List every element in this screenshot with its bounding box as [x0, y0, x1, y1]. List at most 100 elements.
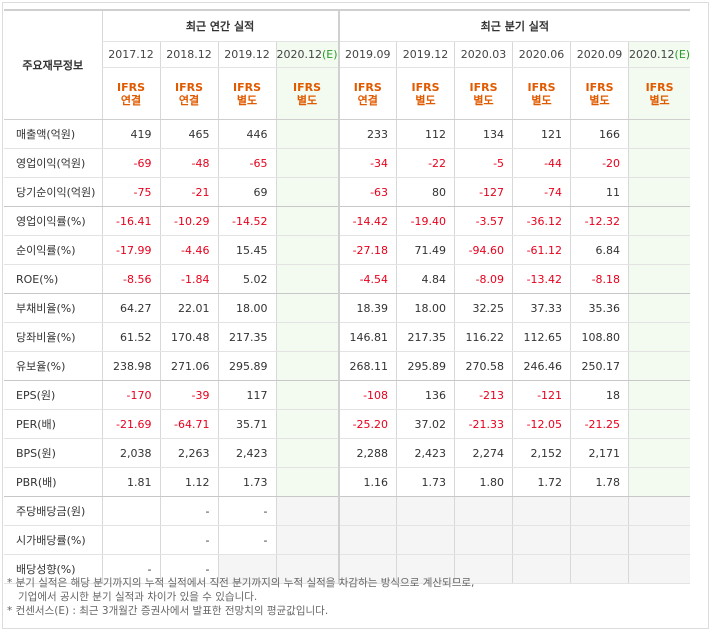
table-cell: -: [159, 554, 218, 584]
table-cell: -16.41: [101, 206, 160, 236]
table-cell: 146.81: [337, 322, 397, 352]
period-account-6: IFRS 별도: [454, 67, 513, 120]
period-account-7: IFRS 별도: [512, 67, 571, 120]
table-cell: [628, 235, 691, 265]
row-label: 유보율(%): [4, 351, 102, 381]
table-cell: 116.22: [454, 322, 513, 352]
table-cell: 170.48: [159, 322, 218, 352]
account-standard: IFRS: [233, 80, 261, 94]
table-cell: -4.46: [159, 235, 218, 265]
row-label: ROE(%): [4, 264, 102, 294]
table-row: 주당배당금(원) - -: [4, 496, 691, 526]
financial-summary-table: 주요재무정보 최근 연간 실적 최근 분기 실적 2017.12 2018.12 2…: [4, 9, 691, 584]
table-cell: [628, 206, 691, 236]
table-cell: 35.36: [570, 293, 629, 323]
table-cell: 18: [570, 380, 629, 410]
table-cell: -108: [337, 380, 397, 410]
period-date-3: 2020.12(E): [275, 41, 339, 68]
row-label: 시가배당률(%): [4, 525, 102, 555]
table-cell: [628, 264, 691, 294]
table-cell: 136: [396, 380, 455, 410]
table-cell: 1.16: [337, 467, 397, 497]
table-row: EPS(원) -170 -39 117 -108 136 -213 -121 18: [4, 380, 691, 410]
row-label: 순이익률(%): [4, 235, 102, 265]
table-cell: 1.72: [512, 467, 571, 497]
table-cell: [275, 409, 339, 439]
table-cell: [101, 525, 160, 555]
table-cell: 108.80: [570, 322, 629, 352]
table-cell: 2,274: [454, 438, 513, 468]
table-cell: [275, 235, 339, 265]
account-standard: IFRS: [293, 80, 322, 94]
period-date-2: 2019.12: [217, 41, 276, 68]
table-cell: -12.32: [570, 206, 629, 236]
account-standard: IFRS: [175, 80, 203, 94]
period-date-text: 2018.12: [166, 48, 212, 61]
table-cell: 61.52: [101, 322, 160, 352]
account-standard: IFRS: [117, 80, 145, 94]
table-cell: 64.27: [101, 293, 160, 323]
period-account-1: IFRS 연결: [159, 67, 218, 120]
table-row: 영업이익(억원) -69 -48 -65 -34 -22 -5 -44 -20: [4, 148, 691, 178]
table-cell: [275, 496, 339, 526]
table-cell: [275, 148, 339, 178]
table-cell: -4.54: [337, 264, 397, 294]
table-cell: -63: [337, 177, 397, 207]
table-cell: 18.00: [396, 293, 455, 323]
table-row: PBR(배) 1.81 1.12 1.73 1.16 1.73 1.80 1.72 1.78: [4, 467, 691, 497]
account-scope: 연결: [178, 93, 200, 107]
table-cell: -39: [159, 380, 218, 410]
table-cell: [396, 525, 455, 555]
table-cell: 217.35: [396, 322, 455, 352]
table-cell: -48: [159, 148, 218, 178]
table-cell: [570, 525, 629, 555]
table-cell: -34: [337, 148, 397, 178]
period-date-4: 2019.09: [337, 41, 397, 68]
table-row: BPS(원) 2,038 2,263 2,423 2,288 2,423 2,274 2,15…: [4, 438, 691, 468]
table-cell: [396, 496, 455, 526]
table-row: 배당성향(%) - -: [4, 554, 691, 584]
table-cell: -27.18: [337, 235, 397, 265]
estimate-marker: (E): [674, 48, 691, 61]
table-cell: [628, 177, 691, 207]
table-cell: 71.49: [396, 235, 455, 265]
period-date-text: 2017.12: [108, 48, 154, 61]
table-cell: 295.89: [217, 351, 276, 381]
table-cell: -213: [454, 380, 513, 410]
table-cell: 419: [101, 119, 160, 149]
table-cell: -64.71: [159, 409, 218, 439]
period-date-text: 2020.12: [276, 48, 322, 61]
table-cell: [275, 177, 339, 207]
table-cell: -10.29: [159, 206, 218, 236]
table-cell: 2,171: [570, 438, 629, 468]
table-cell: [275, 554, 339, 584]
period-date-9: 2020.12(E): [628, 41, 691, 68]
table-cell: [628, 438, 691, 468]
table-cell: -21: [159, 177, 218, 207]
period-date-5: 2019.12: [396, 41, 455, 68]
table-cell: [275, 119, 339, 149]
table-cell: 37.33: [512, 293, 571, 323]
account-scope: 별도: [473, 93, 494, 107]
table-cell: -: [159, 496, 218, 526]
account-scope: 별도: [589, 93, 610, 107]
table-cell: [337, 496, 397, 526]
table-cell: 2,038: [101, 438, 160, 468]
table-cell: [628, 380, 691, 410]
table-cell: [275, 525, 339, 555]
table-cell: 35.71: [217, 409, 276, 439]
period-date-0: 2017.12: [101, 41, 160, 68]
period-date-text: 2020.09: [576, 48, 623, 61]
table-cell: 112: [396, 119, 455, 149]
table-cell: [570, 554, 629, 584]
row-label: PER(배): [4, 409, 102, 439]
table-row: 영업이익률(%) -16.41 -10.29 -14.52 -14.42 -19.40 -3…: [4, 206, 691, 236]
table-cell: -21.25: [570, 409, 629, 439]
table-cell: [454, 496, 513, 526]
table-cell: [512, 525, 571, 555]
period-date-6: 2020.03: [454, 41, 513, 68]
table-row: 당좌비율(%) 61.52 170.48 217.35 146.81 217.35 116.…: [4, 322, 691, 352]
period-account-9: IFRS 별도: [628, 67, 691, 120]
table-cell: [628, 148, 691, 178]
